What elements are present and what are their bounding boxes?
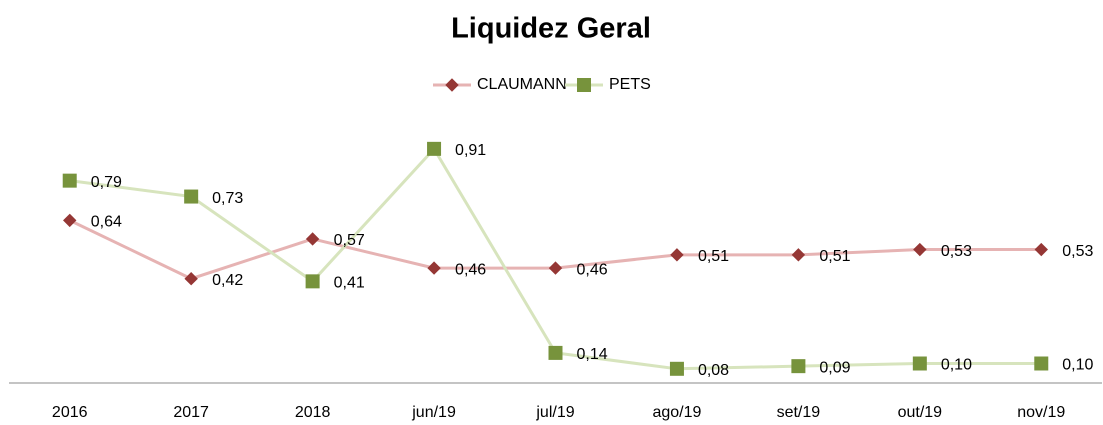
data-point xyxy=(427,141,442,156)
data-label: 0,42 xyxy=(212,272,243,289)
data-point xyxy=(1034,242,1048,257)
x-tick-label: jul/19 xyxy=(535,404,574,421)
data-label: 0,57 xyxy=(334,232,365,249)
data-point xyxy=(63,213,77,228)
data-point xyxy=(548,345,563,360)
x-tick-label: 2018 xyxy=(295,404,331,421)
data-label: 0,91 xyxy=(455,142,486,159)
data-point xyxy=(669,361,684,376)
data-label: 0,51 xyxy=(819,248,850,265)
data-point xyxy=(305,274,320,289)
data-point xyxy=(791,248,806,262)
data-label: 0,46 xyxy=(455,261,486,278)
data-label: 0,64 xyxy=(91,214,122,231)
data-point xyxy=(184,189,199,204)
data-point xyxy=(791,359,806,374)
data-point xyxy=(184,271,198,286)
data-point xyxy=(305,232,320,246)
data-label: 0,10 xyxy=(941,357,972,374)
data-point xyxy=(670,248,684,262)
x-tick-label: set/19 xyxy=(777,404,821,421)
data-label: 0,09 xyxy=(819,359,850,376)
data-label: 0,41 xyxy=(334,275,365,292)
data-point xyxy=(427,261,441,275)
data-label: 0,46 xyxy=(577,261,608,278)
data-label: 0,73 xyxy=(212,190,243,207)
data-label: 0,53 xyxy=(1062,243,1093,260)
legend-marker xyxy=(445,78,459,92)
data-label: 0,79 xyxy=(91,174,122,191)
data-label: 0,53 xyxy=(941,243,972,260)
x-tick-label: 2016 xyxy=(52,404,88,421)
data-point xyxy=(913,242,927,257)
x-tick-label: jun/19 xyxy=(411,404,456,421)
x-tick-label: nov/19 xyxy=(1017,404,1065,421)
data-point xyxy=(1034,356,1049,371)
data-point xyxy=(548,261,563,275)
data-label: 0,08 xyxy=(698,362,729,379)
x-tick-label: out/19 xyxy=(898,404,943,421)
legend-label: CLAUMANN xyxy=(477,76,567,93)
legend-label: PETS xyxy=(609,76,651,93)
data-point xyxy=(62,173,77,188)
data-label: 0,51 xyxy=(698,248,729,265)
data-label: 0,14 xyxy=(577,346,608,363)
legend-marker xyxy=(577,78,591,92)
chart-title: Liquidez Geral xyxy=(451,13,651,45)
data-label: 0,10 xyxy=(1062,357,1093,374)
x-tick-label: 2017 xyxy=(173,404,209,421)
data-point xyxy=(912,356,927,371)
x-tick-label: ago/19 xyxy=(652,404,701,421)
